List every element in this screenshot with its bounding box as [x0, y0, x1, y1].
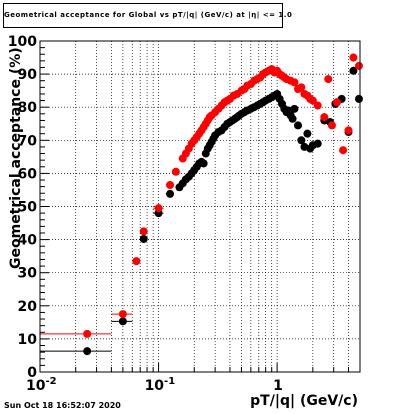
x-tick-label: 10-2 — [26, 376, 57, 394]
data-point — [83, 329, 92, 338]
timestamp-footer: Sun Oct 18 16:52:07 2020 — [4, 401, 121, 410]
data-point — [313, 101, 322, 110]
data-point — [349, 66, 358, 75]
axes: 0 10 20 30 40 50 60 70 80 90 100 10-2 10-1 1 — [8, 34, 361, 394]
data-point — [139, 234, 148, 243]
x-tick-exponent: -1 — [164, 376, 175, 387]
data-point — [354, 61, 363, 70]
y-tick-label: 10 — [18, 332, 38, 348]
data-point — [308, 96, 317, 105]
y-tick-label: 30 — [18, 266, 38, 282]
y-tick-label: 80 — [18, 100, 38, 116]
x-tick-exponent: -2 — [45, 376, 56, 387]
data-point — [349, 53, 358, 62]
data-point — [354, 94, 363, 103]
data-point — [118, 310, 127, 319]
y-tick-label: 70 — [18, 133, 38, 149]
data-point — [297, 136, 306, 145]
y-tick-label: 60 — [18, 166, 38, 182]
chart-title: Geometrical acceptance for Global vs pT/… — [4, 11, 293, 19]
data-point — [324, 75, 333, 84]
data-point — [320, 113, 329, 122]
data-point — [294, 121, 303, 130]
y-tick-label: 100 — [8, 34, 37, 50]
y-tick-label: 50 — [18, 200, 38, 216]
data-point — [171, 167, 180, 176]
data-point — [288, 114, 297, 123]
y-tick-label: 20 — [18, 299, 38, 315]
data-point — [333, 98, 342, 107]
data-point — [313, 139, 322, 148]
x-axis-label: pT/|q| (GeV/c) — [250, 393, 358, 409]
data-point — [339, 146, 348, 155]
y-tick-label: 0 — [27, 365, 37, 381]
data-point — [290, 104, 299, 113]
plot-frame — [39, 40, 361, 373]
data-point — [166, 180, 175, 189]
data-point — [139, 227, 148, 236]
data-point — [83, 347, 92, 356]
data-markers — [40, 53, 363, 356]
data-point — [303, 129, 312, 138]
data-point — [290, 78, 299, 87]
data-point — [166, 189, 175, 198]
y-tick-label: 90 — [18, 67, 38, 83]
data-point — [118, 317, 127, 326]
data-point — [154, 204, 163, 213]
x-tick-label: 10-1 — [145, 376, 176, 394]
title-box: Geometrical acceptance for Global vs pT/… — [3, 3, 293, 28]
data-point — [327, 121, 336, 130]
data-point — [199, 159, 208, 168]
data-point — [344, 126, 353, 135]
y-axis-label: Geometrical acceptance (%) — [8, 47, 24, 269]
data-point — [297, 83, 306, 92]
grid-lines — [40, 41, 360, 372]
data-point — [132, 257, 141, 266]
y-tick-label: 40 — [18, 233, 38, 249]
x-tick-label: 1 — [273, 378, 283, 394]
